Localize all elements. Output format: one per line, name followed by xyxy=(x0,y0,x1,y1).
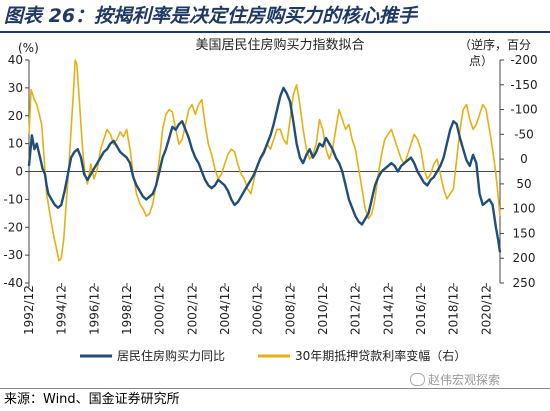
right-axis-label-line2: 点） xyxy=(469,54,493,68)
wechat-icon xyxy=(410,373,425,386)
x-tick-label: 1998/12 xyxy=(120,285,134,335)
x-tick-label: 1994/12 xyxy=(55,285,69,335)
left-axis: -40 -30 -20 -10 0 10 20 30 40 xyxy=(3,53,29,290)
x-tick-label: 2010/12 xyxy=(316,285,330,335)
x-tick-label: 1996/12 xyxy=(87,285,101,335)
x-axis: 1992/12 1994/12 1996/12 1998/12 2000/12 2002/… xyxy=(22,283,493,335)
right-tick-label: -150 xyxy=(510,78,537,92)
series-line-1 xyxy=(27,86,502,253)
left-tick-label: 20 xyxy=(8,109,23,123)
right-tick-label: 200 xyxy=(513,251,536,265)
legend-label-series2: 30年期抵押贷款利率变幅（右） xyxy=(295,348,466,363)
right-tick-label: 50 xyxy=(516,177,531,191)
source-rule xyxy=(0,388,550,389)
left-tick-label: 0 xyxy=(15,165,23,179)
x-tick-label: 2008/12 xyxy=(283,285,297,335)
x-tick-label: 2014/12 xyxy=(381,285,395,335)
legend: 居民住房购买力同比 30年期抵押贷款利率变幅（右） xyxy=(80,348,466,363)
left-tick-label: -30 xyxy=(3,248,23,262)
x-tick-label: 2006/12 xyxy=(251,285,265,335)
left-tick-label: 40 xyxy=(8,53,23,67)
watermark-text: 赵伟宏观探索 xyxy=(428,373,501,387)
right-axis: 250 200 150 100 50 0 -50 -100 -150 -200 xyxy=(500,53,538,290)
x-tick-label: 2004/12 xyxy=(218,285,232,335)
right-tick-label: -200 xyxy=(510,53,537,67)
series-layer xyxy=(27,59,502,262)
x-tick-label: 2018/12 xyxy=(447,285,461,335)
left-axis-unit: (%) xyxy=(18,41,39,55)
figure-title: 图表 26：按揭利率是决定住房购买力的核心推手 xyxy=(4,5,418,27)
x-tick-label: 2002/12 xyxy=(185,285,199,335)
chart: 美国居民住房购买力指数拟合 (%) （逆序，百分 点） -40 -30 -20 -10… xyxy=(3,37,538,363)
left-tick-label: 10 xyxy=(8,137,23,151)
watermark: 赵伟宏观探索 xyxy=(410,372,500,388)
x-tick-label: 2000/12 xyxy=(153,285,167,335)
left-tick-label: -10 xyxy=(3,192,23,206)
legend-label-series1: 居民住房购买力同比 xyxy=(117,348,225,363)
right-tick-label: 150 xyxy=(513,226,536,240)
right-tick-label: -50 xyxy=(514,127,534,141)
plot-frame xyxy=(28,60,501,283)
source-note: 来源：Wind、国金证券研究所 xyxy=(4,392,180,407)
x-tick-label: 2016/12 xyxy=(414,285,428,335)
right-tick-label: 0 xyxy=(520,152,528,166)
right-axis-label: （逆序，百分 点） xyxy=(459,37,535,68)
x-tick-label: 1992/12 xyxy=(22,285,36,335)
right-tick-label: 250 xyxy=(513,276,536,290)
left-tick-label: 30 xyxy=(8,81,23,95)
left-tick-label: -20 xyxy=(3,220,23,234)
right-axis-label-line1: （逆序，百分 xyxy=(459,37,531,52)
chart-title: 美国居民住房购买力指数拟合 xyxy=(195,37,364,53)
right-tick-label: -100 xyxy=(510,103,537,117)
x-tick-label: 2012/12 xyxy=(349,285,363,335)
left-tick-label: -40 xyxy=(3,276,23,290)
right-tick-label: 100 xyxy=(513,202,536,216)
x-tick-label: 2020/12 xyxy=(479,285,493,335)
header-rule xyxy=(0,31,550,33)
